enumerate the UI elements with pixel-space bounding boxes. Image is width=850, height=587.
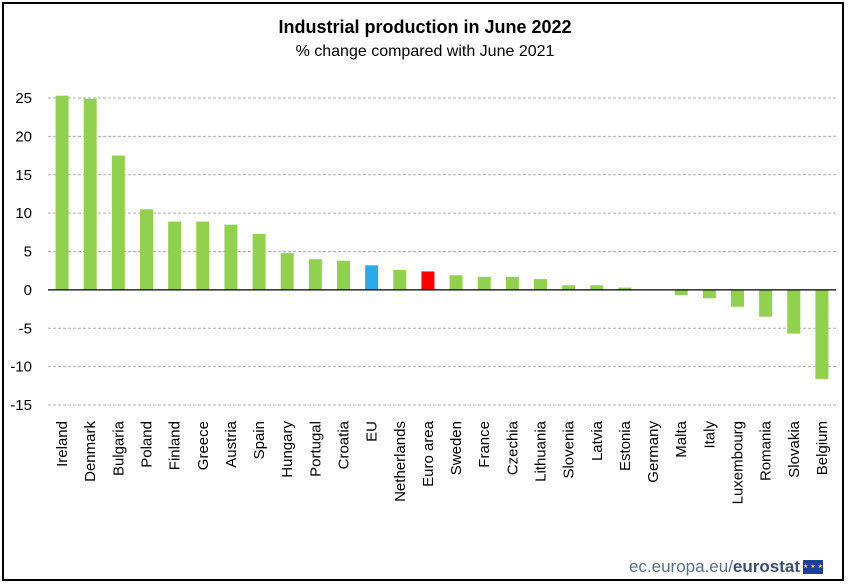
bar-euro-area <box>421 271 435 290</box>
x-tick-label: Spain <box>251 421 268 459</box>
bar-netherlands <box>393 269 407 290</box>
chart-title: Industrial production in June 2022 <box>278 17 572 37</box>
x-tick-label: Slovakia <box>786 420 803 477</box>
bar-czechia <box>505 276 519 290</box>
bar-luxembourg <box>731 289 744 307</box>
x-tick-label: EU <box>364 421 381 442</box>
bar-latvia <box>590 285 604 290</box>
bar-austria <box>224 224 238 290</box>
x-tick-label: Belgium <box>814 421 831 475</box>
x-tick-label: Finland <box>167 421 184 470</box>
x-tick-label: Lithuania <box>533 420 550 482</box>
bar-greece <box>196 221 210 290</box>
bar-croatia <box>337 260 350 290</box>
x-tick-label: Portugal <box>307 421 324 477</box>
x-tick-label: Denmark <box>82 421 99 482</box>
y-tick-label: -5 <box>19 320 32 337</box>
bar-sweden <box>449 275 463 290</box>
x-tick-label: Latvia <box>589 420 606 461</box>
x-tick-label: Euro area <box>420 420 437 487</box>
bar-hungary <box>280 253 294 290</box>
x-tick-label: Bulgaria <box>110 420 127 476</box>
bar-spain <box>252 233 266 290</box>
x-tick-label: Croatia <box>336 420 353 469</box>
source-footer: ec.europa.eu/eurostat ★ ★ ★ <box>629 557 823 577</box>
bar-denmark <box>83 98 97 290</box>
bar-bulgaria <box>111 155 125 290</box>
x-tick-label: Luxembourg <box>730 421 747 504</box>
bar-portugal <box>308 259 322 290</box>
x-tick-label: Germany <box>645 421 662 483</box>
x-tick-label: Czechia <box>504 420 521 475</box>
x-tick-label: Estonia <box>617 420 634 471</box>
y-tick-label: 20 <box>15 128 32 145</box>
y-tick-label: -15 <box>10 397 32 414</box>
x-tick-label: Italy <box>701 421 718 449</box>
x-tick-label: Malta <box>673 420 690 457</box>
bar-malta <box>674 289 688 296</box>
bar-italy <box>702 289 716 299</box>
y-tick-label: 5 <box>24 244 32 261</box>
x-tick-label: Slovenia <box>561 420 578 478</box>
x-tick-label: France <box>476 421 493 468</box>
x-tick-label: Hungary <box>279 421 296 478</box>
bar-estonia <box>618 287 632 290</box>
bar-romania <box>759 289 773 317</box>
y-tick-label: -10 <box>10 359 32 376</box>
chart-subtitle: % change compared with June 2021 <box>295 43 555 60</box>
bar-belgium <box>815 289 829 379</box>
source-site: ec.europa.eu/ <box>628 557 733 576</box>
x-tick-label: Austria <box>223 420 240 467</box>
eu-flag-icon: ★ ★ ★ <box>803 560 823 574</box>
x-tick-label: Ireland <box>54 421 71 467</box>
bar-poland <box>140 209 153 290</box>
bar-finland <box>168 221 182 290</box>
y-tick-label: 25 <box>15 90 32 107</box>
y-tick-label: 0 <box>24 282 32 299</box>
bars <box>55 95 829 379</box>
x-tick-label: Netherlands <box>392 421 409 502</box>
y-tick-label: 10 <box>15 205 32 222</box>
source-brand: eurostat <box>732 557 800 576</box>
x-tick-label: Greece <box>195 421 212 470</box>
bar-lithuania <box>534 279 547 290</box>
category-labels: Ireland Denmark Bulgaria Poland Finland Greec… <box>54 420 831 504</box>
y-axis-ticks: 25 20 15 10 5 0 -5 -10 -15 <box>10 90 32 414</box>
bar-slovenia <box>562 285 576 290</box>
x-tick-label: Sweden <box>448 421 465 475</box>
bar-eu <box>365 265 379 290</box>
x-tick-label: Romania <box>758 420 775 481</box>
x-tick-label: Poland <box>139 421 156 468</box>
y-tick-label: 15 <box>15 167 32 184</box>
bar-france <box>477 276 491 290</box>
gridlines <box>48 97 836 406</box>
bar-ireland <box>55 95 69 290</box>
bar-slovakia <box>787 289 801 334</box>
